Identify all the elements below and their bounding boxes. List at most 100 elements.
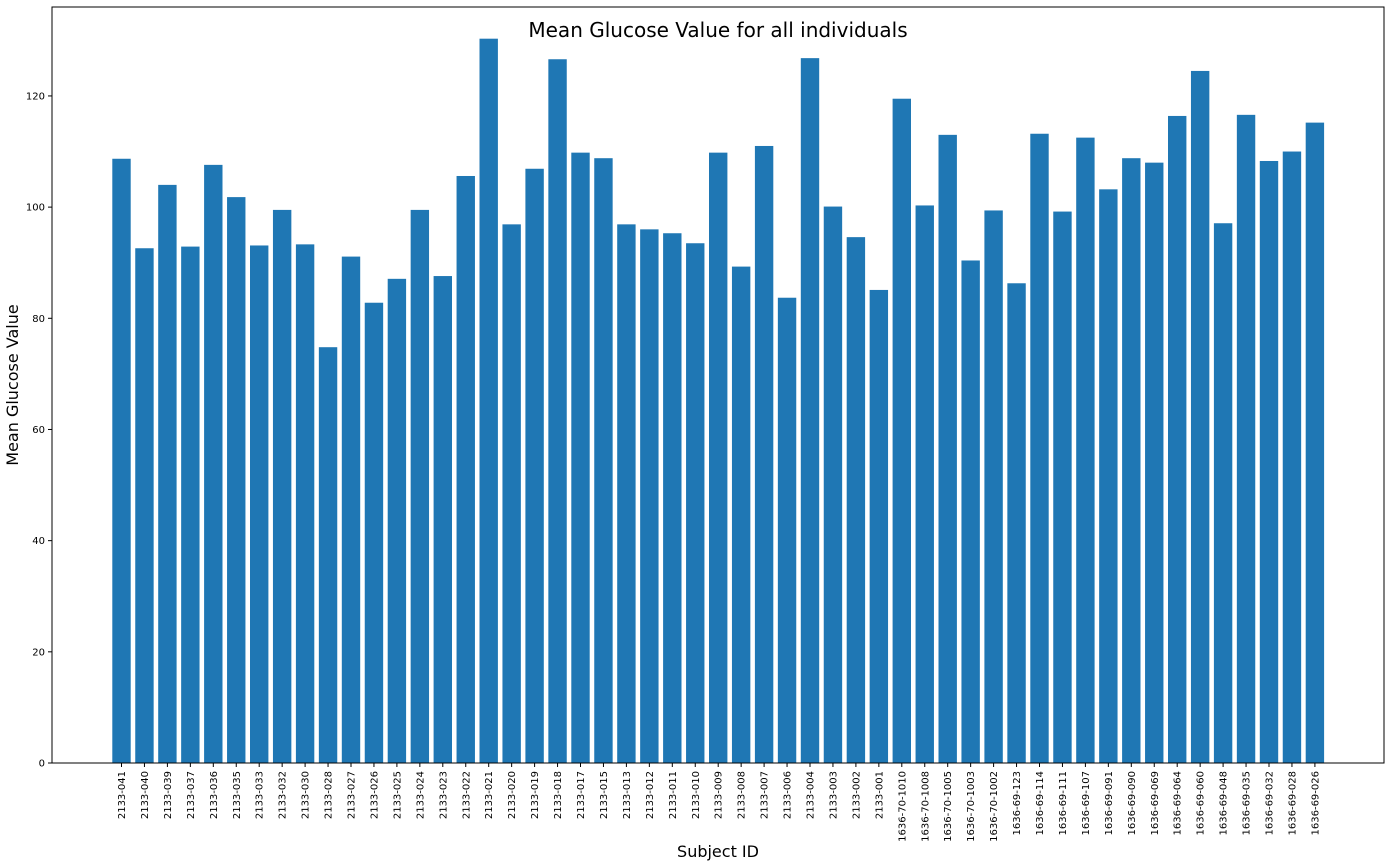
x-tick-label: 2133-004 bbox=[806, 771, 817, 819]
x-tick-label: 2133-035 bbox=[232, 771, 243, 819]
bar-1636-69-107 bbox=[1076, 137, 1095, 763]
bar-1636-69-111 bbox=[1053, 211, 1072, 763]
bar-2133-036 bbox=[204, 164, 223, 763]
x-tick-label: 1636-69-090 bbox=[1127, 771, 1138, 835]
bar-1636-70-1008 bbox=[915, 205, 934, 763]
y-tick-label: 20 bbox=[32, 647, 45, 658]
x-tick-label: 2133-020 bbox=[507, 771, 518, 819]
x-tick-label: 2133-036 bbox=[209, 771, 220, 819]
y-tick-label: 60 bbox=[32, 425, 45, 436]
plot-frame bbox=[51, 6, 1385, 764]
x-tick-label: 2133-041 bbox=[117, 771, 128, 819]
y-tick-label: 100 bbox=[26, 203, 45, 214]
x-tick-label: 2133-025 bbox=[392, 771, 403, 819]
x-tick-label: 1636-69-091 bbox=[1104, 771, 1115, 835]
x-axis: 2133-041 2133-040 2133-039 2133-037 2133-036… bbox=[117, 763, 1321, 842]
bar-1636-69-069 bbox=[1145, 162, 1164, 763]
bar-2133-037 bbox=[181, 246, 200, 764]
bar-2133-003 bbox=[823, 206, 843, 763]
bar-2133-015 bbox=[594, 158, 613, 763]
x-tick-label: 2133-022 bbox=[461, 771, 472, 819]
chart-title: Mean Glucose Value for all individuals bbox=[528, 18, 907, 42]
x-tick-label: 2133-033 bbox=[255, 771, 266, 819]
bar-1636-69-090 bbox=[1122, 158, 1141, 763]
x-tick-label: 1636-69-035 bbox=[1242, 771, 1253, 835]
x-tick-label: 2133-039 bbox=[163, 771, 174, 819]
bar-1636-70-1003 bbox=[961, 260, 980, 763]
y-tick-label: 40 bbox=[32, 536, 45, 547]
y-tick-label: 0 bbox=[39, 759, 45, 770]
x-tick-label: 2133-015 bbox=[599, 771, 610, 819]
x-tick-label: 2133-011 bbox=[668, 771, 679, 819]
x-tick-label: 2133-021 bbox=[484, 771, 495, 819]
x-tick-label: 2133-006 bbox=[783, 771, 794, 819]
bar-1636-69-026 bbox=[1305, 122, 1325, 764]
x-tick-label: 2133-012 bbox=[645, 771, 656, 819]
bar-2133-001 bbox=[869, 289, 889, 763]
bar-2133-039 bbox=[158, 184, 177, 763]
bar-2133-030 bbox=[295, 244, 315, 764]
x-tick-label: 1636-70-1003 bbox=[966, 771, 977, 842]
bar-2133-032 bbox=[272, 209, 292, 763]
x-tick-label: 2133-018 bbox=[553, 771, 564, 819]
x-tick-label: 1636-69-114 bbox=[1035, 771, 1046, 835]
x-tick-label: 2133-030 bbox=[301, 771, 312, 819]
x-tick-label: 2133-028 bbox=[324, 771, 335, 819]
x-tick-label: 2133-023 bbox=[438, 771, 449, 819]
bar-2133-035 bbox=[227, 197, 246, 764]
x-tick-label: 1636-70-1008 bbox=[920, 771, 931, 842]
x-tick-label: 1636-70-1002 bbox=[989, 771, 1000, 842]
bar-2133-004 bbox=[800, 58, 820, 763]
bar-2133-006 bbox=[777, 297, 797, 763]
bar-2133-011 bbox=[663, 233, 682, 764]
bar-2133-008 bbox=[731, 266, 751, 763]
bar-1636-69-123 bbox=[1007, 283, 1026, 763]
x-tick-label: 2133-001 bbox=[874, 771, 885, 819]
bar-1636-69-048 bbox=[1213, 223, 1233, 764]
bar-2133-019 bbox=[525, 168, 544, 763]
x-tick-label: 2133-017 bbox=[576, 771, 587, 819]
bar-2133-013 bbox=[617, 224, 636, 764]
y-axis: 0 20 40 60 80 100 120 bbox=[26, 91, 52, 770]
bar-1636-69-064 bbox=[1168, 115, 1187, 763]
x-tick-label: 2133-003 bbox=[828, 771, 839, 819]
bar-1636-69-028 bbox=[1282, 151, 1302, 763]
x-tick-label: 1636-69-064 bbox=[1173, 771, 1184, 835]
bar-2133-028 bbox=[318, 347, 338, 763]
x-tick-label: 2133-032 bbox=[278, 771, 289, 819]
y-axis-label: Mean Glucose Value bbox=[3, 304, 22, 465]
bar-1636-69-035 bbox=[1236, 114, 1256, 764]
x-tick-label: 2133-026 bbox=[369, 771, 380, 819]
x-tick-label: 2133-037 bbox=[186, 771, 197, 819]
x-tick-label: 2133-009 bbox=[714, 771, 725, 819]
x-tick-label: 2133-002 bbox=[851, 771, 862, 819]
x-tick-label: 1636-69-028 bbox=[1287, 771, 1298, 835]
y-tick-label: 120 bbox=[26, 91, 45, 102]
x-tick-label: 1636-69-069 bbox=[1150, 771, 1161, 835]
x-tick-label: 1636-69-032 bbox=[1265, 771, 1276, 835]
x-tick-label: 1636-69-026 bbox=[1310, 771, 1321, 835]
bar-1636-69-032 bbox=[1259, 160, 1279, 764]
bar-2133-025 bbox=[387, 278, 407, 763]
x-tick-label: 2133-027 bbox=[347, 771, 358, 819]
bar-1636-70-1002 bbox=[984, 210, 1003, 763]
bar-2133-023 bbox=[433, 276, 452, 763]
bar-1636-70-1005 bbox=[938, 134, 957, 764]
x-tick-label: 2133-024 bbox=[415, 771, 426, 819]
y-tick-label: 80 bbox=[32, 314, 45, 325]
bar-2133-018 bbox=[548, 59, 567, 763]
bar-2133-020 bbox=[502, 224, 521, 764]
x-tick-label: 1636-69-111 bbox=[1058, 771, 1069, 835]
x-tick-label: 2133-013 bbox=[622, 771, 633, 819]
bar-2133-041 bbox=[112, 158, 131, 763]
bar-1636-69-114 bbox=[1030, 133, 1049, 764]
x-tick-label: 1636-70-1010 bbox=[897, 771, 908, 842]
bar-2133-017 bbox=[571, 152, 590, 763]
x-tick-label: 1636-69-060 bbox=[1196, 771, 1207, 835]
bar-2133-026 bbox=[364, 302, 384, 763]
bar-2133-033 bbox=[250, 245, 269, 764]
x-axis-label: Subject ID bbox=[677, 842, 759, 861]
x-tick-label: 1636-70-1005 bbox=[943, 771, 954, 842]
bar-1636-69-060 bbox=[1190, 70, 1210, 764]
